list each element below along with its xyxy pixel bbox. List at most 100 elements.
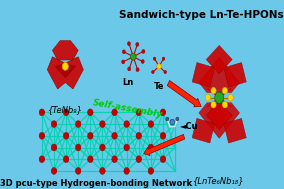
Circle shape xyxy=(91,134,93,137)
Polygon shape xyxy=(55,63,76,78)
Circle shape xyxy=(87,156,93,163)
Circle shape xyxy=(151,170,154,172)
Circle shape xyxy=(103,146,105,149)
Circle shape xyxy=(66,111,69,114)
Circle shape xyxy=(112,132,117,139)
Text: 3D pcu-type Hydrogen-bonding Network: 3D pcu-type Hydrogen-bonding Network xyxy=(1,179,193,188)
FancyArrow shape xyxy=(144,134,185,156)
Circle shape xyxy=(66,134,69,137)
Circle shape xyxy=(128,42,131,46)
Text: {LnTe₆Nb₁₈}: {LnTe₆Nb₁₈} xyxy=(193,176,245,185)
Circle shape xyxy=(76,144,81,151)
Circle shape xyxy=(91,158,93,161)
Circle shape xyxy=(222,101,227,108)
Circle shape xyxy=(148,121,154,127)
Circle shape xyxy=(115,134,117,137)
Circle shape xyxy=(76,167,81,174)
Circle shape xyxy=(124,121,130,127)
Circle shape xyxy=(205,94,210,101)
Circle shape xyxy=(112,156,117,163)
Polygon shape xyxy=(206,101,232,130)
Circle shape xyxy=(139,111,141,114)
Text: ◄Cu: ◄Cu xyxy=(180,122,199,132)
Circle shape xyxy=(100,144,105,151)
Circle shape xyxy=(153,57,156,60)
Circle shape xyxy=(115,158,117,161)
Circle shape xyxy=(100,167,105,174)
Circle shape xyxy=(42,158,45,161)
Circle shape xyxy=(39,132,45,139)
Circle shape xyxy=(151,146,154,149)
Polygon shape xyxy=(199,57,239,93)
Circle shape xyxy=(39,109,45,116)
Circle shape xyxy=(115,111,117,114)
Circle shape xyxy=(228,94,233,101)
Polygon shape xyxy=(224,63,246,87)
Circle shape xyxy=(160,156,166,163)
Circle shape xyxy=(157,64,161,69)
Circle shape xyxy=(139,158,141,161)
Circle shape xyxy=(66,158,69,161)
Circle shape xyxy=(54,146,57,149)
Circle shape xyxy=(148,167,154,174)
Circle shape xyxy=(42,134,45,137)
Circle shape xyxy=(122,60,125,64)
Circle shape xyxy=(39,156,45,163)
Circle shape xyxy=(128,67,131,71)
Text: Sandwich-type Ln-Te-HPONs: Sandwich-type Ln-Te-HPONs xyxy=(119,10,283,20)
Circle shape xyxy=(222,87,227,94)
Circle shape xyxy=(127,123,130,125)
Circle shape xyxy=(136,42,139,46)
Circle shape xyxy=(163,158,166,161)
Circle shape xyxy=(124,144,130,151)
Circle shape xyxy=(87,109,93,116)
FancyArrow shape xyxy=(167,81,201,107)
Polygon shape xyxy=(199,103,239,138)
Circle shape xyxy=(100,121,105,127)
Circle shape xyxy=(51,167,57,174)
Circle shape xyxy=(112,109,117,116)
Circle shape xyxy=(163,134,166,137)
Circle shape xyxy=(91,111,93,114)
Circle shape xyxy=(136,156,141,163)
Circle shape xyxy=(54,123,57,125)
Circle shape xyxy=(127,170,130,172)
Polygon shape xyxy=(224,118,246,143)
Circle shape xyxy=(152,70,154,74)
Circle shape xyxy=(127,146,130,149)
Circle shape xyxy=(136,132,141,139)
Circle shape xyxy=(63,132,69,139)
Text: {TeNb₉}: {TeNb₉} xyxy=(48,105,83,115)
Circle shape xyxy=(164,70,166,74)
Circle shape xyxy=(87,132,93,139)
Circle shape xyxy=(211,101,216,108)
Circle shape xyxy=(160,132,166,139)
Circle shape xyxy=(166,117,169,121)
Polygon shape xyxy=(192,118,215,143)
Circle shape xyxy=(51,144,57,151)
Circle shape xyxy=(122,50,126,54)
Circle shape xyxy=(160,109,166,116)
Circle shape xyxy=(79,123,81,125)
Circle shape xyxy=(170,119,175,125)
Circle shape xyxy=(54,170,57,172)
Circle shape xyxy=(141,60,144,64)
Circle shape xyxy=(124,167,130,174)
Circle shape xyxy=(79,170,81,172)
Text: Self-assembly: Self-assembly xyxy=(92,98,164,119)
Circle shape xyxy=(136,68,139,72)
Circle shape xyxy=(62,63,68,70)
Text: Ln: Ln xyxy=(122,78,133,87)
Circle shape xyxy=(162,57,165,60)
Polygon shape xyxy=(53,41,78,60)
Circle shape xyxy=(63,156,69,163)
Circle shape xyxy=(103,170,105,172)
Circle shape xyxy=(79,146,81,149)
Circle shape xyxy=(130,53,136,60)
Circle shape xyxy=(151,123,154,125)
Circle shape xyxy=(76,121,81,127)
Text: Te: Te xyxy=(154,82,164,91)
Circle shape xyxy=(211,87,216,94)
Circle shape xyxy=(215,92,224,103)
Polygon shape xyxy=(206,45,232,74)
